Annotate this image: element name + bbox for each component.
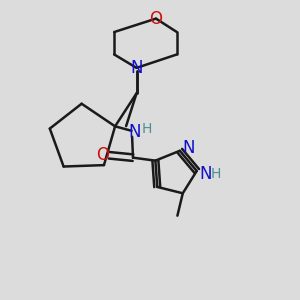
Text: N: N	[200, 165, 212, 183]
Text: N: N	[182, 140, 195, 158]
Text: N: N	[128, 123, 141, 141]
Text: O: O	[96, 146, 109, 164]
Text: H: H	[211, 167, 221, 181]
Text: N: N	[130, 59, 143, 77]
Text: O: O	[149, 10, 163, 28]
Text: H: H	[141, 122, 152, 136]
